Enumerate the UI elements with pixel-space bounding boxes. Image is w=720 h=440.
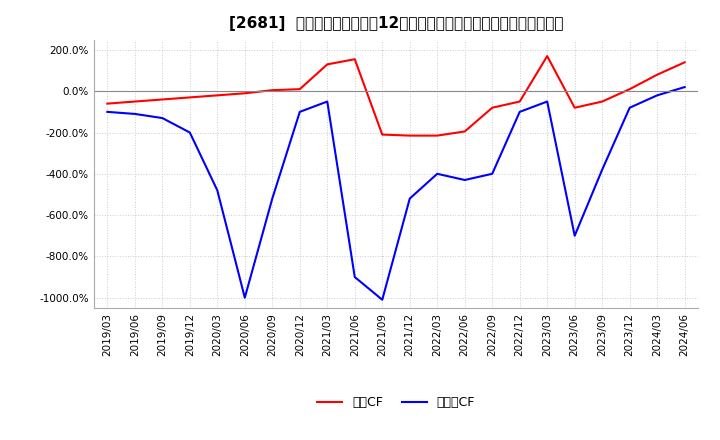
営業CF: [323, 62, 332, 67]
フリーCF: [460, 177, 469, 183]
営業CF: [543, 54, 552, 59]
営業CF: [378, 132, 387, 137]
営業CF: [653, 72, 662, 77]
営業CF: [626, 87, 634, 92]
営業CF: [158, 97, 166, 102]
フリーCF: [130, 111, 139, 117]
Legend: 営業CF, フリーCF: 営業CF, フリーCF: [312, 392, 480, 414]
営業CF: [130, 99, 139, 104]
フリーCF: [626, 105, 634, 110]
Line: 営業CF: 営業CF: [107, 56, 685, 136]
営業CF: [103, 101, 112, 106]
Line: フリーCF: フリーCF: [107, 87, 685, 300]
営業CF: [240, 91, 249, 96]
フリーCF: [543, 99, 552, 104]
フリーCF: [240, 295, 249, 301]
フリーCF: [488, 171, 497, 176]
フリーCF: [433, 171, 441, 176]
営業CF: [460, 129, 469, 134]
フリーCF: [653, 93, 662, 98]
営業CF: [213, 93, 222, 98]
フリーCF: [323, 99, 332, 104]
フリーCF: [268, 196, 276, 201]
フリーCF: [186, 130, 194, 135]
営業CF: [186, 95, 194, 100]
営業CF: [405, 133, 414, 138]
営業CF: [598, 99, 606, 104]
フリーCF: [103, 109, 112, 114]
フリーCF: [295, 109, 304, 114]
営業CF: [570, 105, 579, 110]
営業CF: [433, 133, 441, 138]
フリーCF: [213, 188, 222, 193]
営業CF: [680, 60, 689, 65]
フリーCF: [516, 109, 524, 114]
フリーCF: [351, 275, 359, 280]
フリーCF: [598, 167, 606, 172]
営業CF: [488, 105, 497, 110]
Title: [2681]  キャッシュフローの12か月移動合計の対前年同期増減率の推移: [2681] キャッシュフローの12か月移動合計の対前年同期増減率の推移: [229, 16, 563, 32]
フリーCF: [570, 233, 579, 238]
営業CF: [516, 99, 524, 104]
フリーCF: [405, 196, 414, 201]
フリーCF: [158, 115, 166, 121]
営業CF: [268, 88, 276, 93]
営業CF: [351, 57, 359, 62]
フリーCF: [680, 84, 689, 90]
フリーCF: [378, 297, 387, 302]
営業CF: [295, 87, 304, 92]
